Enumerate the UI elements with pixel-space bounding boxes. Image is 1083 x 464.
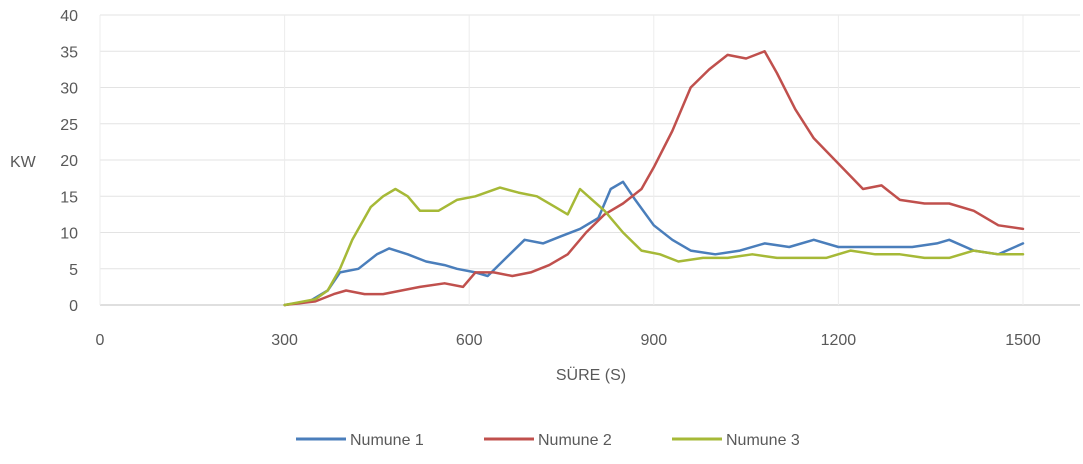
series-line-2 xyxy=(283,50,1025,307)
x-axis-title: SÜRE (S) xyxy=(556,366,626,384)
x-tick-label: 600 xyxy=(456,332,483,349)
x-tick-label: 900 xyxy=(640,332,667,349)
y-tick-label: 5 xyxy=(69,262,78,279)
x-tick-label: 1500 xyxy=(1005,332,1041,349)
x-tick-label: 1200 xyxy=(821,332,857,349)
series-line-3 xyxy=(283,186,1025,307)
y-axis-title: KW xyxy=(10,154,37,171)
gridlines xyxy=(99,14,1080,306)
legend-label: Numune 1 xyxy=(350,432,424,449)
y-tick-label: 25 xyxy=(60,117,78,134)
y-tick-label: 30 xyxy=(60,81,78,98)
y-tick-label: 0 xyxy=(69,298,78,315)
x-axis-ticks: 0 300 600 900 1200 1500 xyxy=(96,332,1041,349)
series-layer xyxy=(283,50,1025,307)
legend-item-3: Numune 3 xyxy=(672,432,800,449)
y-tick-label: 40 xyxy=(60,8,78,25)
legend-item-2: Numune 2 xyxy=(484,432,612,449)
y-tick-label: 15 xyxy=(60,189,78,206)
series-line-1 xyxy=(283,180,1025,307)
y-tick-label: 35 xyxy=(60,44,78,61)
y-axis-ticks: 0 5 10 15 20 25 30 35 40 xyxy=(60,8,78,315)
legend-label: Numune 2 xyxy=(538,432,612,449)
legend-label: Numune 3 xyxy=(726,432,800,449)
y-tick-label: 10 xyxy=(60,226,78,243)
x-tick-label: 0 xyxy=(96,332,105,349)
legend: Numune 1 Numune 2 Numune 3 xyxy=(296,432,800,449)
legend-item-1: Numune 1 xyxy=(296,432,424,449)
y-tick-label: 20 xyxy=(60,153,78,170)
x-tick-label: 300 xyxy=(271,332,298,349)
